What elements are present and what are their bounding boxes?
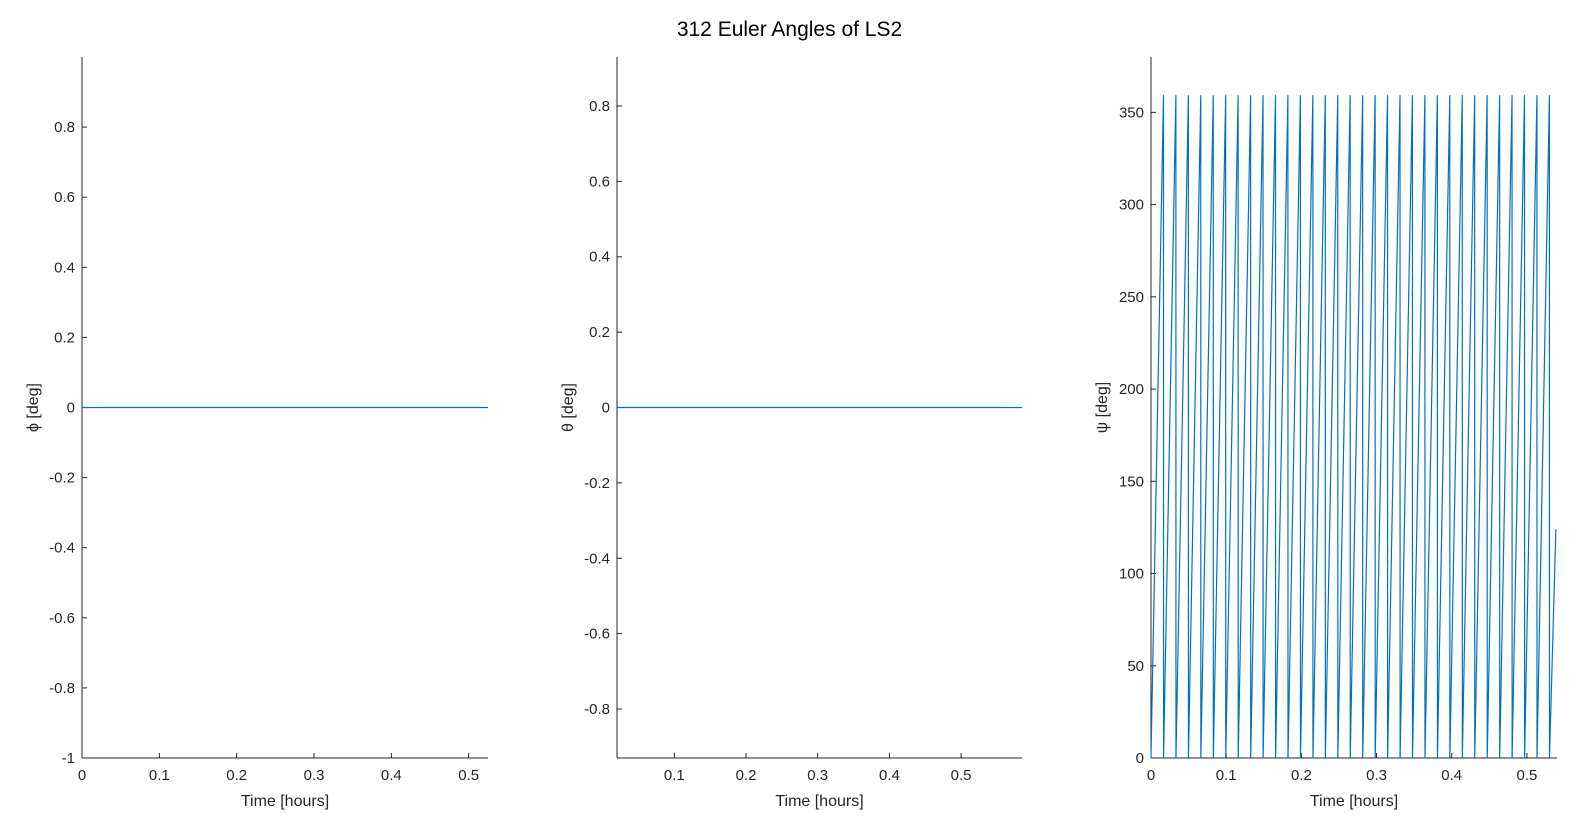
theta-y-tick-label: -0.2 [584, 475, 610, 492]
theta-x-axis-label: Time [hours] [775, 793, 863, 810]
psi-y-tick-label: 200 [1119, 381, 1144, 398]
phi-y-tick-label: 0.4 [54, 259, 75, 276]
phi-y-axis-label: ϕ [deg] [25, 383, 42, 432]
subplot-phi: 0 0.1 0.2 0.3 0.4 0.5 -1 -0.8 -0.6 -0.4 -0.2 0 0.2 0.… [25, 57, 488, 810]
phi-y-tick-label: -0.2 [49, 470, 75, 487]
phi-x-tick-label: 0.1 [149, 767, 170, 784]
psi-y-axis-label: ψ [deg] [1094, 382, 1111, 433]
theta-y-tick-label: -0.4 [584, 550, 610, 567]
phi-x-tick-label: 0.3 [304, 767, 325, 784]
subplot-psi: 0 0.1 0.2 0.3 0.4 0.5 0 50 100 150 200 250 300 350 Tim… [1094, 57, 1557, 810]
phi-x-axis-label: Time [hours] [241, 793, 329, 810]
theta-y-tick-label: 0 [602, 400, 610, 417]
psi-y-tick-label: 50 [1127, 658, 1144, 675]
phi-y-tick-label: 0.6 [54, 189, 75, 206]
theta-y-tick-label: 0.8 [589, 98, 610, 115]
psi-x-tick-label: 0.1 [1216, 767, 1237, 784]
theta-x-tick-label: 0.3 [807, 767, 828, 784]
theta-y-tick-label: 0.4 [589, 249, 610, 266]
phi-y-tick-label: 0 [67, 400, 75, 417]
psi-y-tick-label: 350 [1119, 104, 1144, 121]
psi-x-tick-label: 0.4 [1441, 767, 1462, 784]
subplot-theta: 0.1 0.2 0.3 0.4 0.5 -0.8 -0.6 -0.4 -0.2 0 0.2 0.4 0.… [560, 57, 1022, 810]
theta-y-tick-label: 0.6 [589, 173, 610, 190]
psi-y-tick-label: 300 [1119, 197, 1144, 214]
psi-x-axis-label: Time [hours] [1310, 793, 1398, 810]
phi-y-tick-label: 0.8 [54, 119, 75, 136]
phi-y-tick-label: -1 [62, 750, 75, 767]
psi-y-tick-label: 150 [1119, 473, 1144, 490]
figure-title: 312 Euler Angles of LS2 [676, 18, 903, 41]
theta-x-tick-label: 0.4 [879, 767, 900, 784]
theta-x-tick-label: 0.2 [736, 767, 757, 784]
phi-x-tick-label: 0.2 [226, 767, 247, 784]
psi-series-line [1150, 95, 1557, 759]
psi-x-tick-label: 0.2 [1291, 767, 1312, 784]
psi-x-tick-label: 0.5 [1516, 767, 1537, 784]
phi-y-tick-label: -0.8 [49, 680, 75, 697]
psi-x-tick-label: 0 [1147, 767, 1155, 784]
psi-y-tick-label: 100 [1119, 566, 1144, 583]
phi-y-tick-label: -0.4 [49, 540, 75, 557]
phi-x-tick-label: 0.5 [458, 767, 479, 784]
theta-y-axis-label: θ [deg] [560, 383, 577, 432]
theta-y-tick-label: -0.6 [584, 626, 610, 643]
theta-x-tick-label: 0.1 [664, 767, 685, 784]
theta-y-tick-label: -0.8 [584, 701, 610, 718]
psi-y-tick-label: 0 [1136, 750, 1144, 767]
phi-y-tick-label: 0.2 [54, 329, 75, 346]
psi-y-tick-label: 250 [1119, 289, 1144, 306]
theta-y-tick-label: 0.2 [589, 324, 610, 341]
theta-x-tick-label: 0.5 [951, 767, 972, 784]
phi-y-tick-label: -0.6 [49, 610, 75, 627]
phi-x-tick-label: 0.4 [381, 767, 402, 784]
psi-x-tick-label: 0.3 [1366, 767, 1387, 784]
phi-x-tick-label: 0 [78, 767, 86, 784]
